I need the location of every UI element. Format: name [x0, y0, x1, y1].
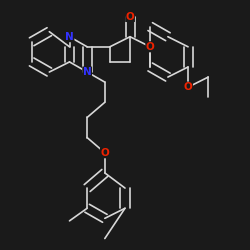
Text: O: O: [126, 12, 134, 22]
Text: N: N: [83, 67, 92, 77]
Text: O: O: [100, 148, 109, 158]
Text: O: O: [146, 42, 154, 52]
Text: O: O: [184, 82, 192, 92]
Text: N: N: [65, 32, 74, 42]
